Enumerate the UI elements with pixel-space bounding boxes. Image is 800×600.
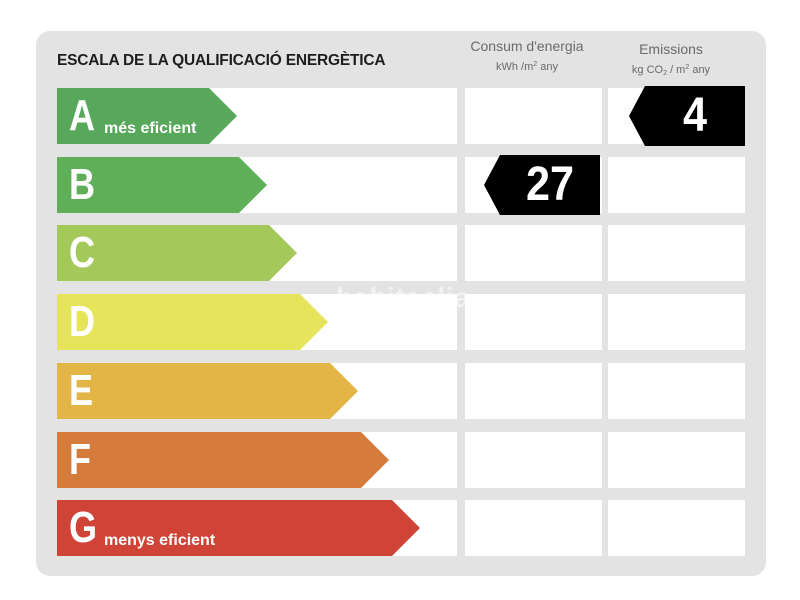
rating-band-b: B <box>57 157 267 213</box>
emissions-cell-b <box>608 157 745 213</box>
consum-cell-g <box>465 500 602 556</box>
emissions-value-badge: 4 <box>629 86 745 146</box>
emissions-column-header: Emissions kg CO2 / m2 any <box>606 41 736 81</box>
emissions-cell-f <box>608 432 745 488</box>
consum-column-header: Consum d'energia kWh /m2 any <box>462 38 592 74</box>
band-arrow-shape <box>57 225 297 281</box>
rating-letter-b: B <box>69 160 96 209</box>
rating-label-a: més eficient <box>104 120 197 137</box>
badge-arrow-shape <box>629 86 745 146</box>
emissions-header-title: Emissions <box>639 41 703 57</box>
watermark: habitaclia <box>336 282 471 313</box>
rating-letter-a: A <box>69 91 96 140</box>
consum-header-unit: kWh /m2 any <box>496 61 558 73</box>
emissions-value: 4 <box>682 89 708 142</box>
rating-letter-f: F <box>69 435 92 484</box>
band-arrow-shape <box>57 500 420 556</box>
band-arrow-shape <box>57 294 328 350</box>
consum-cell-a <box>465 88 602 144</box>
emissions-cell-e <box>608 363 745 419</box>
consum-cell-c <box>465 225 602 281</box>
consum-value: 27 <box>525 158 575 211</box>
rating-band-e: E <box>57 363 358 419</box>
consum-header-title: Consum d'energia <box>470 38 584 54</box>
rating-band-c: C <box>57 225 297 281</box>
emissions-header-unit: kg CO2 / m2 any <box>631 64 711 77</box>
rating-band-d: D <box>57 294 328 350</box>
band-arrow-shape <box>57 157 267 213</box>
rating-letter-g: G <box>69 503 98 552</box>
band-arrow-shape <box>57 363 358 419</box>
band-arrow-shape <box>57 432 389 488</box>
rating-letter-d: D <box>69 297 96 346</box>
rating-letter-e: E <box>69 366 94 415</box>
rating-band-f: F <box>57 432 389 488</box>
consum-cell-d <box>465 294 602 350</box>
consum-cell-f <box>465 432 602 488</box>
emissions-cell-c <box>608 225 745 281</box>
consum-value-badge: 27 <box>484 155 600 215</box>
emissions-cell-d <box>608 294 745 350</box>
emissions-cell-g <box>608 500 745 556</box>
badge-arrow-shape <box>484 155 600 215</box>
rating-label-g: menys eficient <box>104 532 216 549</box>
consum-cell-e <box>465 363 602 419</box>
band-arrow-shape <box>57 88 237 144</box>
scale-title: ESCALA DE LA QUALIFICACIÓ ENERGÈTICA <box>57 52 386 69</box>
rating-letter-c: C <box>69 228 96 277</box>
